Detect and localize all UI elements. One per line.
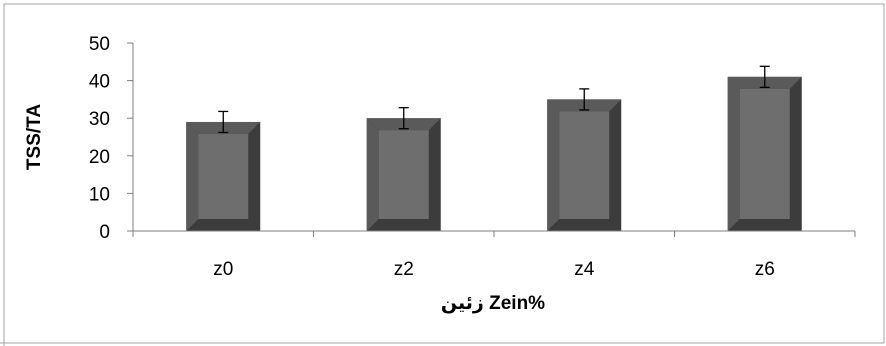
- error-bar-z0: [218, 110, 229, 134]
- bar-face: [198, 133, 249, 219]
- y-tick-label: 30: [89, 109, 110, 130]
- y-tick-label: 50: [89, 34, 110, 55]
- error-bar-z2: [398, 107, 409, 130]
- bar-z6: [727, 76, 802, 231]
- bar-z0: [186, 121, 261, 231]
- x-tick-label: z2: [394, 259, 414, 280]
- chart-border: [0, 3, 885, 346]
- x-tick-label: z0: [213, 259, 233, 280]
- error-bar-z4: [579, 88, 590, 111]
- bar-bevel-left: [727, 76, 740, 231]
- bar-face: [559, 111, 610, 219]
- bar-bevel-left: [366, 118, 379, 231]
- x-tick-label: z6: [755, 259, 775, 280]
- bar-face: [378, 130, 429, 219]
- bars-group: [186, 76, 802, 232]
- bar-bevel-left: [547, 99, 560, 232]
- x-axis-title: زئين Zein%: [441, 293, 545, 314]
- bar-z2: [366, 118, 441, 231]
- x-tick-label: z4: [574, 259, 595, 280]
- bar-z4: [547, 99, 622, 232]
- y-tick-label: 40: [89, 72, 110, 93]
- bar-face: [739, 88, 790, 219]
- y-tick-label: 0: [99, 222, 110, 243]
- bar-bevel-left: [186, 121, 199, 231]
- y-tick-label: 20: [89, 147, 110, 168]
- y-tick-label: 10: [89, 184, 110, 205]
- error-bars-group: [218, 65, 770, 134]
- y-axis: 0 10 20 30 40 50: [89, 34, 134, 243]
- x-axis: z0 z2 z4 z6: [132, 230, 856, 280]
- y-axis-title: TSS/TA: [24, 104, 45, 170]
- error-bar-z6: [759, 65, 770, 89]
